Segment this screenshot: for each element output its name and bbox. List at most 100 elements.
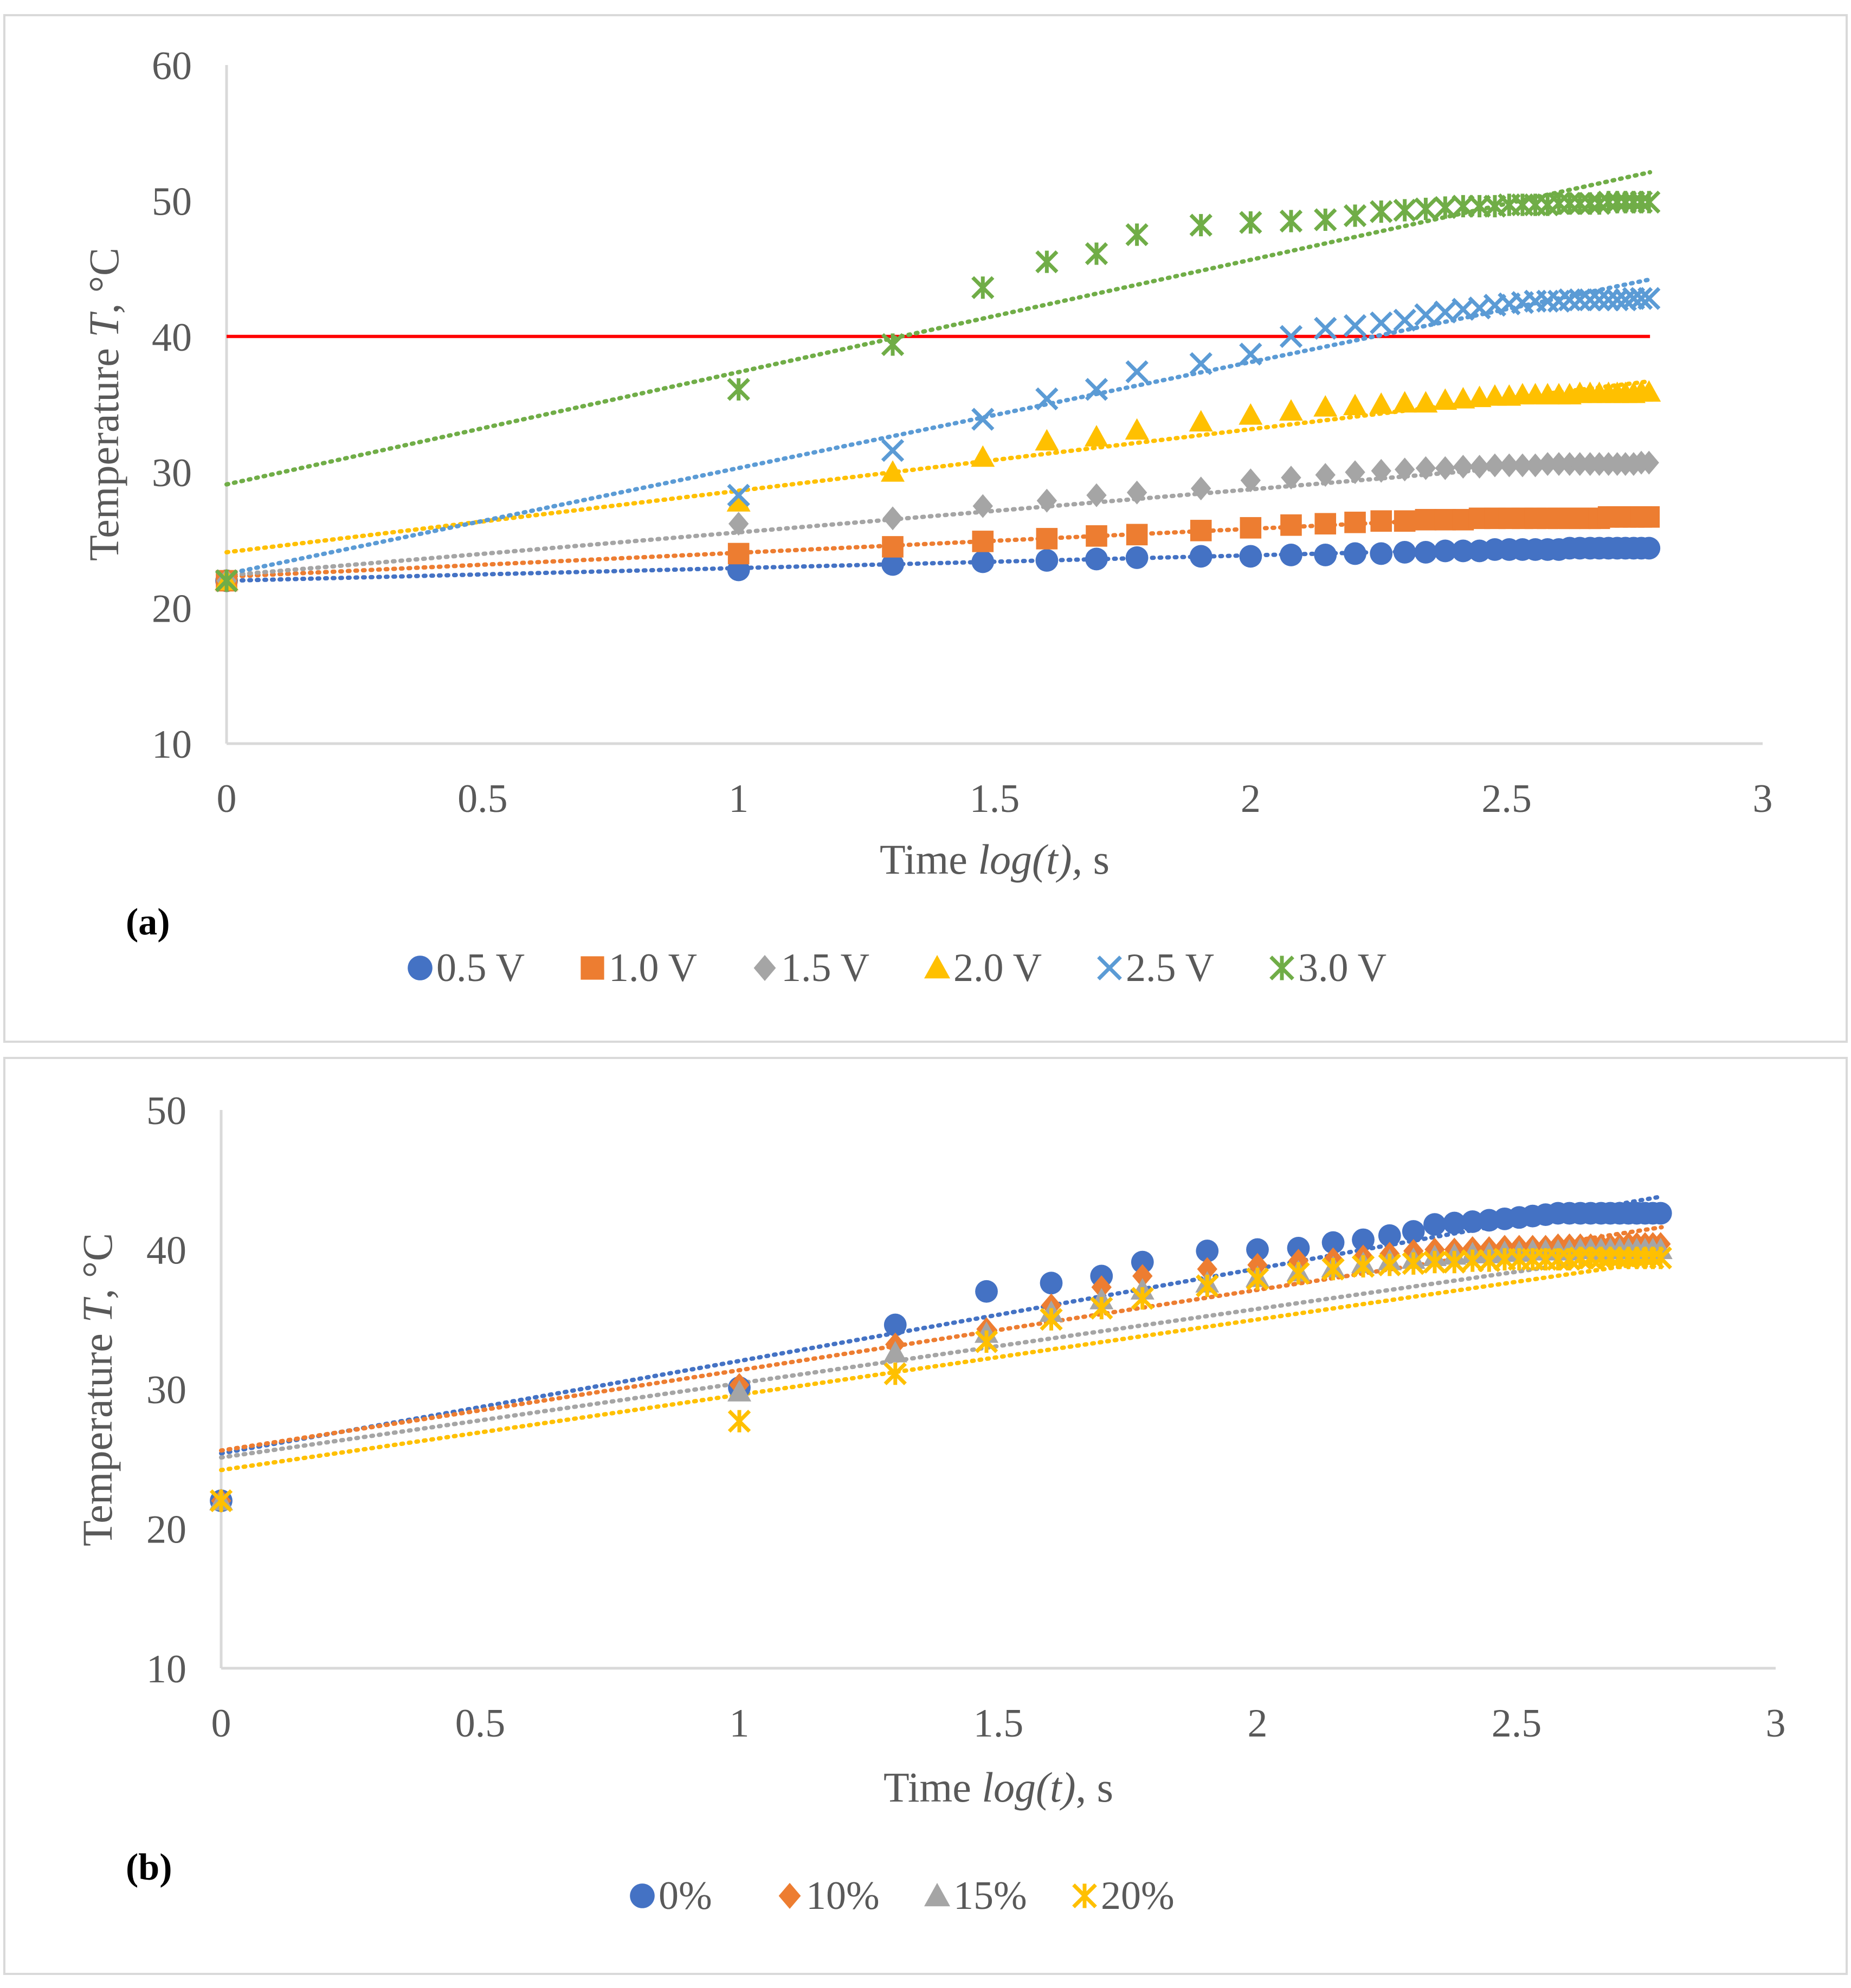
- data-point: [1637, 190, 1661, 214]
- legend-item: 1.5 V: [753, 946, 869, 990]
- data-point: [1314, 317, 1337, 340]
- data-point: [1279, 209, 1303, 233]
- data-point: [1579, 1246, 1602, 1270]
- data-point: [1394, 457, 1415, 482]
- x-axis-title-part: Time: [880, 836, 978, 883]
- x-axis-title-part: log(t): [982, 1764, 1075, 1811]
- legend-marker: [753, 955, 776, 981]
- x-axis-title-part: Time: [883, 1764, 982, 1811]
- legend-marker: [1269, 956, 1294, 980]
- x-tick-label: 0.5: [455, 1701, 506, 1746]
- legend-item: 20%: [1072, 1874, 1175, 1918]
- data-point: [975, 1330, 998, 1353]
- data-point: [1443, 1250, 1466, 1274]
- data-point: [209, 1489, 233, 1513]
- data-point: [1343, 204, 1367, 228]
- data-point: [1461, 1210, 1484, 1233]
- x-tick-label: 2: [1248, 1701, 1268, 1746]
- legend-item: 0.5 V: [408, 946, 525, 990]
- data-point: [971, 550, 995, 573]
- data-point: [1588, 288, 1611, 312]
- data-point: [1637, 380, 1661, 402]
- data-point: [1125, 546, 1149, 569]
- trendline: [224, 170, 1653, 487]
- x-tick-label: 1.5: [970, 777, 1020, 821]
- data-point: [1370, 200, 1393, 223]
- series-2-5-V: [215, 287, 1661, 592]
- data-point: [1371, 459, 1391, 483]
- data-point: [1393, 541, 1416, 564]
- data-point: [1239, 343, 1262, 366]
- data-point: [1035, 250, 1059, 274]
- data-point: [1279, 399, 1303, 421]
- x-tick-label: 0.5: [457, 777, 508, 821]
- data-point: [1247, 1253, 1268, 1277]
- legend-marker: [408, 956, 433, 980]
- data-point: [1189, 352, 1212, 376]
- data-point: [975, 1280, 998, 1303]
- y-axis-title-part: , °C: [80, 248, 127, 314]
- series-1-5-V: [216, 450, 1659, 593]
- x-tick-label: 2.5: [1481, 777, 1532, 821]
- data-point: [1559, 452, 1580, 476]
- data-point: [1197, 1257, 1217, 1281]
- data-point: [1281, 466, 1301, 490]
- data-point: [1435, 456, 1456, 480]
- chart-panel-b: 10 20 30 40 50 0 0.5 1 1.5 2 2.5 3 Time log(t), s Tem…: [3, 1057, 1848, 1975]
- data-point: [1649, 1202, 1672, 1225]
- y-axis-title-part: T: [74, 1297, 121, 1323]
- data-point: [1414, 303, 1437, 326]
- data-point: [1568, 192, 1591, 215]
- data-point: [1343, 393, 1368, 416]
- data-point: [727, 1410, 751, 1433]
- data-point: [1558, 288, 1582, 312]
- x-tick-label: 1: [730, 1701, 750, 1746]
- x-tick-label: 2: [1241, 777, 1261, 821]
- x-axis-title-part: s: [1082, 836, 1110, 883]
- data-point: [727, 483, 750, 507]
- data-point: [1415, 509, 1437, 531]
- data-point: [215, 569, 238, 592]
- data-point: [1343, 314, 1367, 337]
- data-point: [1649, 1246, 1672, 1270]
- trendline: [219, 1249, 1664, 1460]
- x-axis-title-part: log(t),: [978, 836, 1082, 883]
- data-point: [1315, 463, 1336, 487]
- data-point: [972, 494, 993, 518]
- y-tick-label: 50: [146, 1089, 186, 1133]
- series-3-0-V: [215, 190, 1661, 592]
- data-point: [1393, 308, 1416, 332]
- y-tick-label: 10: [146, 1647, 186, 1692]
- trendline: [224, 277, 1653, 576]
- x-tick-label: 3: [1753, 777, 1773, 821]
- data-point: [1549, 452, 1569, 476]
- y-axis-title: Temperature T, °C: [80, 248, 127, 561]
- data-point: [1239, 403, 1263, 425]
- data-point: [1578, 288, 1602, 312]
- data-point: [1569, 1246, 1592, 1270]
- x-tick-label: 0: [211, 1701, 231, 1746]
- data-point: [1240, 468, 1261, 493]
- data-point: [727, 378, 750, 401]
- data-point: [1414, 391, 1438, 413]
- legend-marker: [924, 1883, 950, 1907]
- trendline: [224, 454, 1653, 578]
- data-point: [883, 1362, 907, 1385]
- data-point: [1414, 197, 1437, 221]
- data-point: [1040, 1308, 1063, 1331]
- data-point: [1639, 450, 1659, 475]
- data-point: [1132, 1264, 1153, 1288]
- data-point: [1091, 1275, 1112, 1300]
- data-point: [1084, 425, 1108, 447]
- data-point: [1036, 488, 1057, 513]
- data-point: [1637, 287, 1661, 310]
- y-tick-label: 50: [152, 179, 192, 224]
- data-point: [883, 1313, 907, 1337]
- data-point: [1131, 1250, 1154, 1274]
- data-point: [1378, 1253, 1401, 1276]
- data-point: [1086, 483, 1107, 507]
- data-point: [1394, 510, 1416, 532]
- x-axis-title-part: , s: [1076, 1764, 1113, 1811]
- data-point: [1189, 545, 1212, 568]
- data-point: [728, 512, 749, 536]
